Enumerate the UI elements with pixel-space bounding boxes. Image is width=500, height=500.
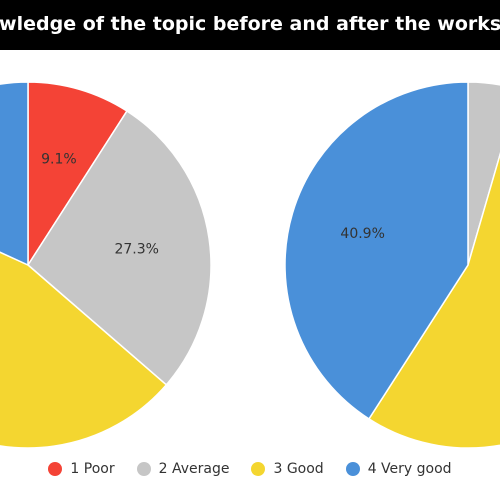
legend-label-average: 2 Average bbox=[158, 461, 230, 477]
legend-item-very-good[interactable]: 4 Very good bbox=[345, 461, 452, 477]
legend-label-very-good: 4 Very good bbox=[367, 461, 452, 477]
legend-item-average[interactable]: 2 Average bbox=[136, 461, 230, 477]
legend-marker-poor bbox=[48, 462, 63, 476]
pie1-label-average: 27.3% bbox=[114, 241, 158, 257]
legend-label-poor: 1 Poor bbox=[70, 461, 115, 477]
pie1-slice-good[interactable] bbox=[0, 189, 168, 449]
title-bar: owledge of the topic before and after th… bbox=[0, 0, 500, 50]
legend-item-good[interactable]: 3 Good bbox=[251, 461, 324, 477]
pie2-slice-good[interactable] bbox=[367, 89, 500, 449]
pie1-slice-very-good[interactable] bbox=[0, 81, 29, 267]
legend: 1 Poor 2 Average 3 Good 4 Very good bbox=[0, 455, 500, 483]
pie1-slice-average[interactable] bbox=[27, 110, 212, 386]
pie1-slice-poor[interactable] bbox=[27, 81, 128, 268]
pie2-label-very-good: 40.9% bbox=[340, 226, 384, 242]
legend-label-good: 3 Good bbox=[273, 461, 324, 477]
legend-marker-average bbox=[136, 462, 151, 476]
legend-marker-very-good bbox=[345, 462, 360, 476]
pie1-label-poor: 9.1% bbox=[41, 152, 77, 168]
pie-charts: 9.1% 27.3% 40.9% bbox=[0, 81, 500, 449]
legend-item-poor[interactable]: 1 Poor bbox=[48, 461, 115, 477]
chart-title: owledge of the topic before and after th… bbox=[0, 13, 500, 35]
pie2-slice-very-good[interactable] bbox=[284, 81, 469, 420]
legend-marker-good bbox=[251, 462, 266, 476]
